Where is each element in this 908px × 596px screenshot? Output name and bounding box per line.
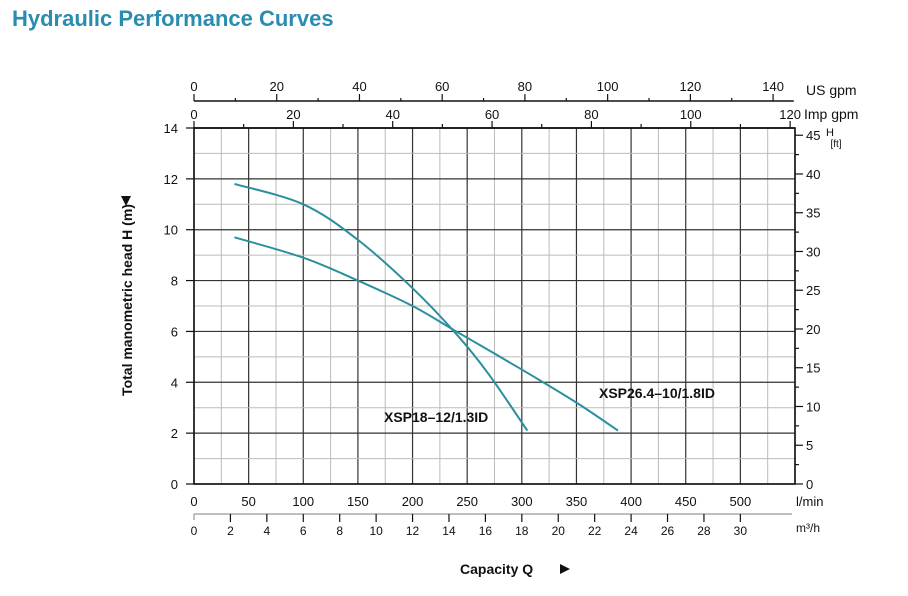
y-tick-label: 10 [164, 223, 178, 238]
chart-title: Hydraulic Performance Curves [12, 6, 334, 31]
x-tick-label-m3h: 16 [479, 524, 493, 538]
x-tick-label-m3h: 20 [552, 524, 566, 538]
x-tick-label-m3h: 22 [588, 524, 602, 538]
x-unit-impgpm: Imp gpm [804, 106, 858, 122]
x-tick-label-m3h: 6 [300, 524, 307, 538]
y-tick-label: 12 [164, 172, 178, 187]
curve-label-xsp26: XSP26.4–10/1.8ID [599, 385, 715, 401]
x-tick-label-usgpm: 40 [352, 79, 366, 94]
y-axis-arrow-icon [121, 196, 131, 206]
x-tick-label-usgpm: 140 [762, 79, 784, 94]
y2-unit-bottom: [ft] [830, 139, 841, 150]
y2-tick-label: 0 [806, 477, 813, 492]
x-tick-label-m3h: 26 [661, 524, 675, 538]
x-tick-label-impgpm: 0 [190, 107, 197, 122]
x-tick-label-usgpm: 120 [680, 79, 702, 94]
x-tick-label-lmin: 450 [675, 494, 697, 509]
y-tick-label: 0 [171, 477, 178, 492]
x-tick-label-lmin: 300 [511, 494, 533, 509]
x-axis-label: Capacity Q [460, 561, 533, 577]
x-tick-label-impgpm: 60 [485, 107, 499, 122]
y-axis-label: Total manometric head H (m) [119, 204, 135, 396]
x-tick-label-m3h: 24 [624, 524, 638, 538]
x-tick-label-lmin: 400 [620, 494, 642, 509]
y-tick-label: 6 [171, 324, 178, 339]
x-tick-label-lmin: 200 [402, 494, 424, 509]
x-tick-label-impgpm: 80 [584, 107, 598, 122]
x-tick-label-m3h: 28 [697, 524, 711, 538]
x-unit-usgpm: US gpm [806, 82, 857, 98]
y2-tick-label: 45 [806, 128, 820, 143]
x-tick-label-usgpm: 80 [518, 79, 532, 94]
y-tick-label: 2 [171, 426, 178, 441]
y2-tick-label: 25 [806, 283, 820, 298]
curve-xsp18 [234, 182, 529, 432]
y2-unit-top: H [826, 127, 834, 139]
x-tick-label-m3h: 18 [515, 524, 529, 538]
x-tick-label-lmin: 500 [730, 494, 752, 509]
y2-tick-label: 30 [806, 244, 820, 259]
x-tick-label-m3h: 4 [264, 524, 271, 538]
x-tick-label-lmin: 50 [241, 494, 255, 509]
x-tick-label-lmin: 100 [292, 494, 314, 509]
y2-tick-label: 20 [806, 322, 820, 337]
x-tick-label-m3h: 0 [191, 524, 198, 538]
x-tick-label-lmin: 150 [347, 494, 369, 509]
x-tick-label-m3h: 30 [734, 524, 748, 538]
x-tick-label-impgpm: 40 [385, 107, 399, 122]
x-tick-label-usgpm: 0 [190, 79, 197, 94]
x-tick-label-usgpm: 20 [269, 79, 283, 94]
x-tick-label-lmin: 0 [190, 494, 197, 509]
y-tick-label: 4 [171, 375, 178, 390]
x-axis-arrow-icon [560, 564, 570, 574]
y-tick-label: 14 [164, 121, 178, 136]
x-tick-label-m3h: 10 [369, 524, 383, 538]
y2-tick-label: 35 [806, 206, 820, 221]
curve-xsp26 [234, 236, 619, 432]
x-unit-lmin: l/min [796, 494, 823, 509]
x-tick-label-usgpm: 100 [597, 79, 619, 94]
y2-tick-label: 15 [806, 361, 820, 376]
y2-tick-label: 40 [806, 167, 820, 182]
x-tick-label-usgpm: 60 [435, 79, 449, 94]
x-tick-label-lmin: 250 [456, 494, 478, 509]
x-tick-label-impgpm: 20 [286, 107, 300, 122]
y2-tick-label: 10 [806, 399, 820, 414]
x-tick-label-m3h: 8 [336, 524, 343, 538]
x-unit-m3h: m³/h [796, 521, 820, 535]
x-tick-label-m3h: 12 [406, 524, 420, 538]
x-tick-label-m3h: 2 [227, 524, 234, 538]
x-tick-label-impgpm: 120 [779, 107, 801, 122]
curve-label-xsp18: XSP18–12/1.3ID [384, 409, 488, 425]
x-tick-label-lmin: 350 [566, 494, 588, 509]
x-tick-label-m3h: 14 [442, 524, 456, 538]
x-tick-label-impgpm: 100 [680, 107, 702, 122]
y2-tick-label: 5 [806, 438, 813, 453]
y-tick-label: 8 [171, 274, 178, 289]
